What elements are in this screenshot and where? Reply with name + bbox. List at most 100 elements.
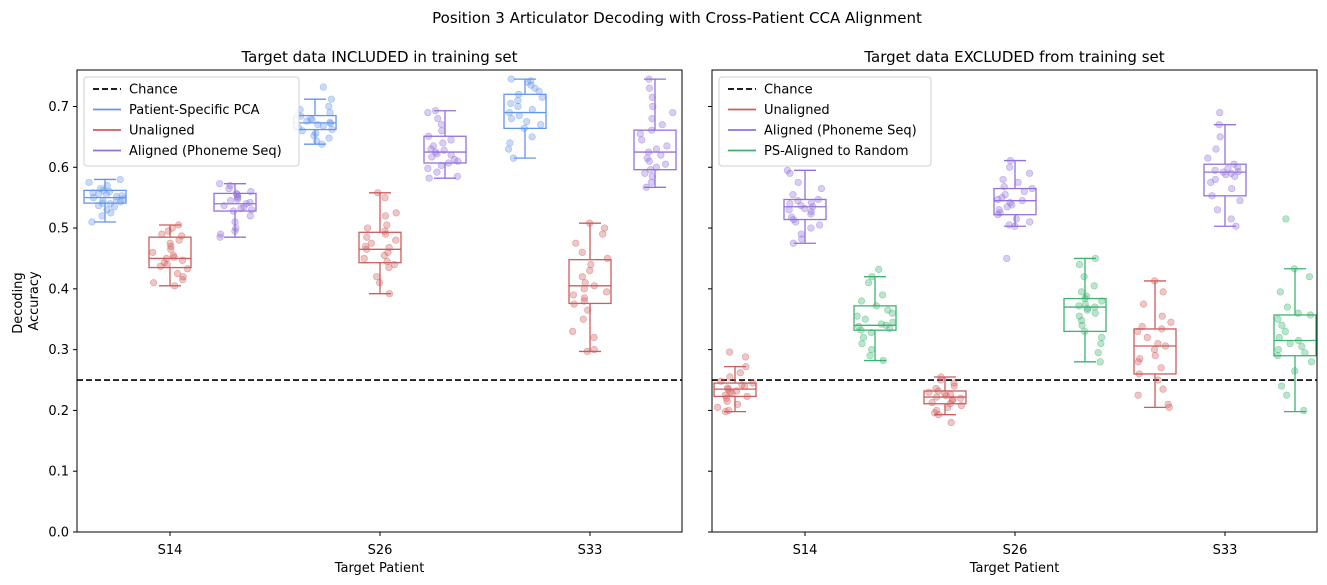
- data-point: [1274, 346, 1282, 354]
- data-point: [636, 130, 644, 138]
- data-point: [1138, 322, 1146, 331]
- y-tick-label: 0.5: [48, 222, 69, 237]
- y-tick-label: 0.3: [48, 343, 69, 358]
- data-point: [994, 195, 1002, 204]
- data-point: [1159, 288, 1167, 296]
- data-point: [590, 333, 598, 342]
- data-point: [741, 382, 749, 390]
- data-point: [535, 87, 543, 95]
- data-point: [1025, 169, 1034, 177]
- data-point: [1276, 288, 1284, 296]
- x-tick-label-s14: S14: [793, 543, 818, 558]
- data-point: [158, 230, 166, 238]
- data-point: [807, 210, 815, 218]
- panel-included-title: Target data INCLUDED in training set: [240, 48, 517, 66]
- data-point: [447, 136, 455, 144]
- data-point: [179, 276, 187, 284]
- data-point: [638, 136, 646, 144]
- data-point: [381, 194, 389, 202]
- data-point: [1281, 327, 1289, 335]
- iqr-box: [633, 129, 677, 171]
- data-point: [505, 145, 513, 153]
- y-tick-label: 0.2: [48, 404, 69, 419]
- box-aligned-phoneme-seq-s26: [423, 107, 467, 182]
- iqr-box: [503, 93, 547, 130]
- panel-excluded-title: Target data EXCLUDED from training set: [863, 48, 1164, 66]
- data-point: [392, 209, 400, 217]
- box-aligned-phoneme-seq-s33: [633, 75, 677, 191]
- box-patient-specific-pca-s26: [293, 83, 337, 148]
- data-point: [741, 353, 750, 361]
- data-point: [506, 139, 514, 147]
- data-point: [569, 327, 577, 335]
- data-point: [1154, 339, 1162, 348]
- x-tick-label-s14: S14: [158, 543, 183, 558]
- data-point: [950, 382, 958, 390]
- data-point: [246, 212, 254, 220]
- data-point: [600, 224, 609, 232]
- data-point: [586, 267, 594, 275]
- data-point: [648, 115, 656, 123]
- legend-label-chance: Chance: [129, 83, 178, 98]
- data-point: [1301, 349, 1309, 357]
- data-point: [1228, 184, 1236, 193]
- data-point: [1286, 339, 1294, 348]
- data-point: [1080, 273, 1088, 281]
- data-point: [1236, 197, 1244, 205]
- data-point: [786, 169, 794, 177]
- y-tick-label: 0.6: [48, 161, 69, 176]
- panel-included: Target data INCLUDED in training set 0.0…: [11, 48, 683, 576]
- box-aligned-phoneme-seq-s14: [213, 180, 257, 241]
- y-tick-label: 0.0: [48, 526, 69, 541]
- data-point: [807, 208, 815, 216]
- data-point: [383, 257, 391, 266]
- box-unaligned-s33: [1133, 277, 1177, 411]
- data-point: [957, 394, 965, 402]
- data-point: [327, 95, 335, 103]
- data-point: [859, 333, 868, 342]
- data-point: [648, 93, 656, 101]
- data-point: [641, 169, 649, 177]
- legend-label-unaligned: Unaligned: [764, 103, 830, 118]
- data-point: [580, 297, 588, 305]
- data-point: [602, 288, 611, 296]
- iqr-box: [1063, 297, 1107, 333]
- data-point: [1283, 391, 1291, 399]
- data-point: [437, 121, 446, 129]
- data-point: [569, 291, 577, 299]
- data-point: [786, 200, 794, 208]
- data-point: [1075, 260, 1084, 269]
- data-point: [319, 122, 327, 130]
- data-point: [425, 174, 433, 182]
- data-point: [868, 346, 876, 354]
- data-point: [325, 102, 333, 111]
- data-point: [942, 392, 950, 400]
- data-point: [1283, 303, 1292, 311]
- box-aligned-phoneme-seq-s33: [1203, 108, 1247, 230]
- data-point: [164, 227, 172, 235]
- iqr-box: [213, 192, 257, 212]
- data-point: [1020, 187, 1028, 196]
- data-point: [584, 306, 592, 314]
- data-point: [1094, 349, 1102, 357]
- data-point: [381, 212, 390, 220]
- data-point: [728, 389, 736, 398]
- y-tick-label: 0.4: [48, 282, 69, 297]
- data-point: [714, 403, 722, 411]
- data-point: [599, 230, 607, 238]
- data-point: [1151, 352, 1159, 360]
- x-tick-label-s26: S26: [1003, 543, 1028, 558]
- data-point: [233, 195, 242, 204]
- x-tick-label-s33: S33: [1213, 543, 1238, 558]
- data-point: [1282, 215, 1290, 223]
- iqr-box: [148, 236, 192, 269]
- data-point: [658, 121, 666, 129]
- data-point: [1157, 364, 1165, 372]
- panel-excluded-plot: [712, 108, 1317, 427]
- iqr-box: [1203, 163, 1247, 197]
- data-point: [1307, 358, 1316, 366]
- data-point: [367, 239, 375, 247]
- data-point: [1134, 358, 1142, 366]
- data-point: [1098, 333, 1106, 342]
